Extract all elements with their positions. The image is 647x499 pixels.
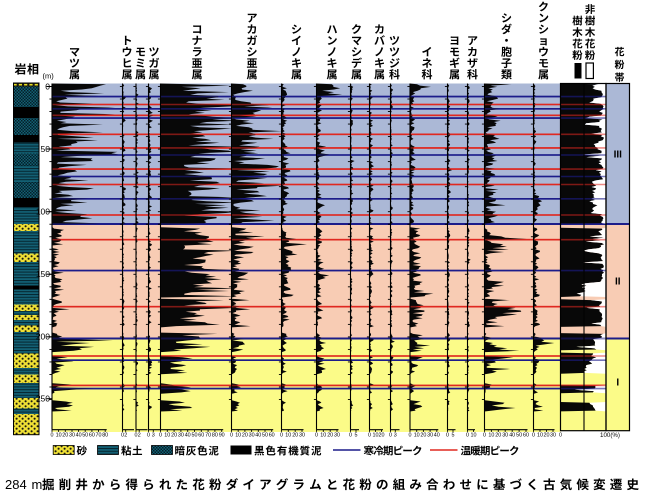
svg-text:0: 0 [368,433,371,439]
svg-text:0: 0 [51,433,54,439]
svg-text:50: 50 [41,144,51,154]
svg-text:70: 70 [96,433,102,439]
svg-text:5: 5 [355,433,358,439]
svg-text:2: 2 [124,433,127,439]
svg-text:0: 0 [483,433,486,439]
svg-text:0: 0 [389,433,392,439]
svg-text:3: 3 [394,433,397,439]
svg-text:10: 10 [537,433,543,439]
svg-text:20: 20 [327,433,333,439]
svg-text:m: m [32,477,43,492]
svg-text:60: 60 [198,433,204,439]
svg-text:80: 80 [102,433,108,439]
svg-text:30: 30 [178,433,184,439]
svg-text:II: II [615,277,621,288]
svg-text:100(%): 100(%) [600,432,620,439]
svg-text:10: 10 [471,433,477,439]
svg-text:10: 10 [56,433,62,439]
svg-text:200: 200 [36,332,50,342]
svg-text:0: 0 [349,433,352,439]
svg-text:50: 50 [82,433,88,439]
svg-text:40: 40 [509,433,515,439]
svg-text:3: 3 [152,433,155,439]
svg-text:0: 0 [147,433,150,439]
svg-text:30: 30 [550,433,556,439]
svg-text:60: 60 [269,433,275,439]
svg-text:0: 0 [135,433,138,439]
svg-text:20: 20 [544,433,550,439]
svg-text:20: 20 [242,433,248,439]
svg-text:20: 20 [171,433,177,439]
svg-text:20: 20 [420,433,426,439]
svg-text:60: 60 [89,433,95,439]
svg-text:0: 0 [315,433,318,439]
svg-text:0: 0 [446,433,449,439]
svg-text:90: 90 [219,433,225,439]
svg-text:0: 0 [159,433,162,439]
svg-text:250: 250 [36,394,50,404]
svg-text:100: 100 [36,207,50,217]
svg-text:50: 50 [516,433,522,439]
svg-text:20: 20 [495,433,501,439]
svg-text:10: 10 [164,433,170,439]
svg-text:2: 2 [138,433,141,439]
svg-text:150: 150 [36,269,50,279]
svg-text:40: 40 [434,433,440,439]
svg-text:5: 5 [452,433,455,439]
svg-text:(m): (m) [43,72,55,81]
svg-text:0: 0 [230,433,233,439]
svg-text:30: 30 [502,433,508,439]
svg-text:0: 0 [121,433,124,439]
svg-text:0: 0 [466,433,469,439]
svg-text:10: 10 [488,433,494,439]
svg-text:40: 40 [76,433,82,439]
svg-text:70: 70 [205,433,211,439]
svg-text:50: 50 [192,433,198,439]
svg-text:I: I [616,378,619,389]
svg-text:10: 10 [414,433,420,439]
svg-text:20: 20 [292,433,298,439]
svg-text:0: 0 [409,433,412,439]
svg-text:30: 30 [334,433,340,439]
svg-text:0: 0 [559,433,562,439]
svg-text:0: 0 [532,433,535,439]
svg-text:30: 30 [69,433,75,439]
svg-text:10: 10 [285,433,291,439]
svg-text:60: 60 [523,433,529,439]
svg-text:10: 10 [320,433,326,439]
svg-text:284: 284 [5,477,27,492]
svg-text:10: 10 [235,433,241,439]
svg-text:0: 0 [280,433,283,439]
svg-text:10: 10 [373,433,379,439]
svg-text:30: 30 [427,433,433,439]
svg-text:50: 50 [262,433,268,439]
svg-text:40: 40 [255,433,261,439]
svg-text:30: 30 [249,433,255,439]
svg-text:80: 80 [212,433,218,439]
svg-text:III: III [614,150,623,161]
svg-text:40: 40 [185,433,191,439]
svg-text:20: 20 [379,433,385,439]
svg-text:20: 20 [62,433,68,439]
svg-text:30: 30 [299,433,305,439]
